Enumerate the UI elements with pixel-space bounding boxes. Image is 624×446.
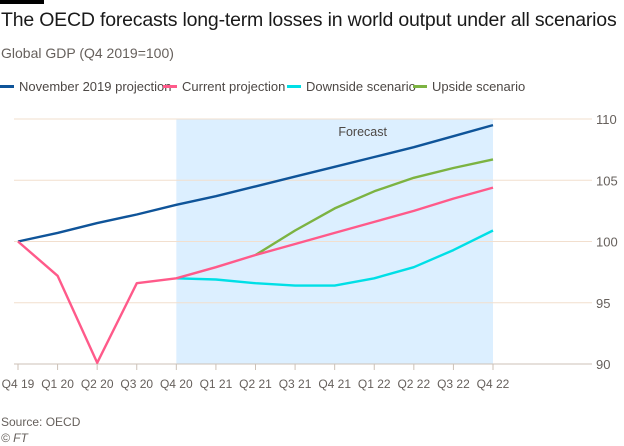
x-tick-label: Q4 22 <box>477 377 510 391</box>
y-tick-label: 105 <box>596 173 618 188</box>
legend-label: Downside scenario <box>306 79 416 94</box>
legend-item-downside: Downside scenario <box>287 79 416 94</box>
forecast-label: Forecast <box>338 125 387 139</box>
legend-swatch <box>287 85 301 88</box>
legend-label: Upside scenario <box>432 79 526 94</box>
series-line-downside-scenario <box>176 229 494 287</box>
y-tick-label: 95 <box>596 296 610 311</box>
top-accent-bar <box>0 0 44 4</box>
y-tick-label: 90 <box>596 357 610 372</box>
x-tick-label: Q4 21 <box>318 377 351 391</box>
x-tick-label: Q1 22 <box>358 377 391 391</box>
x-tick-label: Q3 20 <box>120 377 153 391</box>
chart-subtitle: Global GDP (Q4 2019=100) <box>1 45 174 61</box>
legend-item-november-2019: November 2019 projection <box>0 79 171 94</box>
legend-label: Current projection <box>182 79 286 94</box>
legend-item-current: Current projection <box>163 79 285 94</box>
legend-swatch <box>163 85 177 88</box>
y-tick-label: 110 <box>596 112 617 127</box>
legend-swatch <box>0 85 14 88</box>
x-tick-label: Q4 19 <box>2 377 35 391</box>
x-tick-label: Q2 20 <box>81 377 114 391</box>
x-tick-label: Q2 21 <box>239 377 272 391</box>
x-tick-label: Q3 21 <box>279 377 312 391</box>
legend-swatch <box>413 85 427 88</box>
x-tick-label: Q1 20 <box>41 377 74 391</box>
legend-label: November 2019 projection <box>19 79 172 94</box>
copyright: © FT <box>1 431 28 445</box>
chart-title: The OECD forecasts long-term losses in w… <box>1 9 617 31</box>
x-tick-label: Q4 20 <box>160 377 193 391</box>
x-tick-label: Q1 21 <box>200 377 233 391</box>
y-tick-label: 100 <box>596 235 618 250</box>
legend-item-upside: Upside scenario <box>413 79 525 94</box>
x-tick-label: Q2 22 <box>397 377 430 391</box>
series-line-current-projection <box>17 186 494 364</box>
series-line-upside-scenario <box>254 158 494 257</box>
source-note: Source: OECD <box>1 415 81 429</box>
x-tick-label: Q3 22 <box>437 377 470 391</box>
series-line-november-2019-projection <box>17 123 494 243</box>
